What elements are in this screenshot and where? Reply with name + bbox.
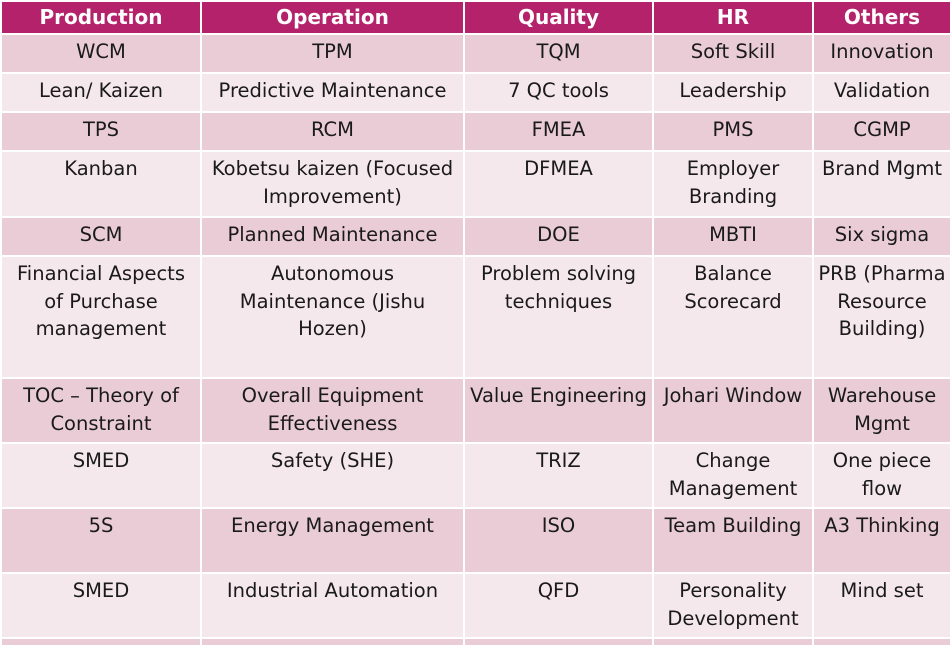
table-cell: TPM <box>200 33 465 74</box>
table-cell <box>463 637 654 647</box>
table-cell: A3 Thinking <box>812 507 950 574</box>
table-cell: Leadership <box>652 72 814 113</box>
table-cell: PRB (Pharma Resource Building) <box>812 255 950 379</box>
table-row: SMED Safety (SHE) TRIZ Change Management… <box>0 442 950 509</box>
table-cell: WCM <box>0 33 202 74</box>
table-cell: Balance Scorecard <box>652 255 814 379</box>
header-operation: Operation <box>200 0 465 35</box>
table-cell: QFD <box>463 572 654 639</box>
table-cell: Industrial Automation <box>200 572 465 639</box>
table-cell: RCM <box>200 111 465 152</box>
table-cell: SMED <box>0 572 202 639</box>
table-row: TOC – Theory of Constraint Overall Equip… <box>0 377 950 444</box>
table-cell: SCM <box>0 216 202 257</box>
header-others: Others <box>812 0 950 35</box>
table-cell: Problem solving techniques <box>463 255 654 379</box>
table-cell <box>652 637 814 647</box>
table-cell: TOC – Theory of Constraint <box>0 377 202 444</box>
table-cell: MBTI <box>652 216 814 257</box>
table-cell: Personality Development <box>652 572 814 639</box>
table-cell: 5S <box>0 507 202 574</box>
table-cell: SMED <box>0 442 202 509</box>
table-cell: One piece flow <box>812 442 950 509</box>
table-row: TPS RCM FMEA PMS CGMP <box>0 111 950 152</box>
table-cell: Energy Management <box>200 507 465 574</box>
table-cell: TRIZ <box>463 442 654 509</box>
table-cell: Innovation <box>812 33 950 74</box>
table-cell: TQM <box>463 33 654 74</box>
table-cell: CGMP <box>812 111 950 152</box>
table-cell: Mind set <box>812 572 950 639</box>
table-cell: TPS <box>0 111 202 152</box>
table-cell: Employer Branding <box>652 150 814 218</box>
header-row: Production Operation Quality HR Others <box>0 0 950 35</box>
table-cell <box>200 637 465 647</box>
table-cell: Soft Skill <box>652 33 814 74</box>
table-cell: Financial Aspects of Purchase management <box>0 255 202 379</box>
table-cell <box>812 637 950 647</box>
table-cell: Kanban <box>0 150 202 218</box>
table-row: SCM Planned Maintenance DOE MBTI Six sig… <box>0 216 950 257</box>
header-quality: Quality <box>463 0 654 35</box>
table-cell: Safety (SHE) <box>200 442 465 509</box>
table-cell: Team Building <box>652 507 814 574</box>
table-cell: FMEA <box>463 111 654 152</box>
table-cell: DFMEA <box>463 150 654 218</box>
table-row-partial <box>0 637 950 647</box>
table-row: SMED Industrial Automation QFD Personali… <box>0 572 950 639</box>
table-cell: Planned Maintenance <box>200 216 465 257</box>
table-cell: Warehouse Mgmt <box>812 377 950 444</box>
header-hr: HR <box>652 0 814 35</box>
table-cell: Value Engineering <box>463 377 654 444</box>
table-row: Kanban Kobetsu kaizen (Focused Improveme… <box>0 150 950 218</box>
table-cell: ISO <box>463 507 654 574</box>
table-cell: Johari Window <box>652 377 814 444</box>
table-cell: DOE <box>463 216 654 257</box>
table-cell: Validation <box>812 72 950 113</box>
table-cell: 7 QC tools <box>463 72 654 113</box>
table-cell <box>0 637 202 647</box>
table-cell: Lean/ Kaizen <box>0 72 202 113</box>
table-cell: Autonomous Maintenance (Jishu Hozen) <box>200 255 465 379</box>
table-cell: Six sigma <box>812 216 950 257</box>
table-cell: Brand Mgmt <box>812 150 950 218</box>
table-cell: Predictive Maintenance <box>200 72 465 113</box>
table-row: WCM TPM TQM Soft Skill Innovation <box>0 33 950 74</box>
table-cell: Overall Equipment Effectiveness <box>200 377 465 444</box>
table-cell: Kobetsu kaizen (Focused Improvement) <box>200 150 465 218</box>
header-production: Production <box>0 0 202 35</box>
table-row: Financial Aspects of Purchase management… <box>0 255 950 379</box>
table-cell: PMS <box>652 111 814 152</box>
table-row: 5S Energy Management ISO Team Building A… <box>0 507 950 574</box>
table-row: Lean/ Kaizen Predictive Maintenance 7 QC… <box>0 72 950 113</box>
table-cell: Change Management <box>652 442 814 509</box>
